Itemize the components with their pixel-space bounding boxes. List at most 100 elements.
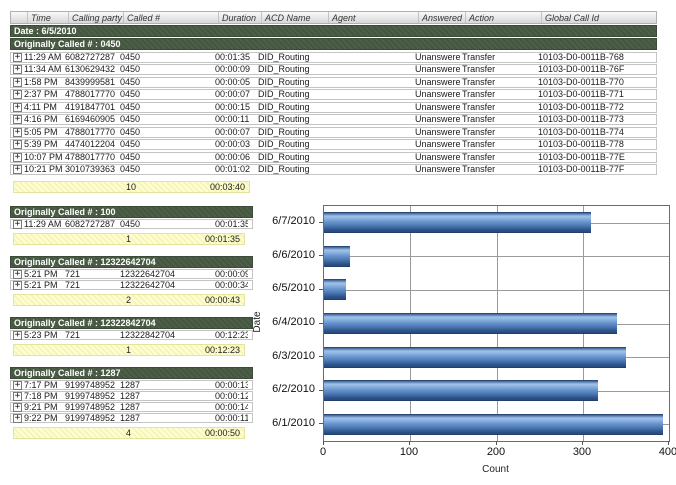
column-header-answered[interactable]: Answered bbox=[419, 12, 466, 23]
chart-xtick-mark bbox=[668, 441, 669, 445]
expand-row-button[interactable]: + bbox=[13, 126, 22, 137]
expand-row-button[interactable]: + bbox=[13, 329, 22, 340]
summary-duration: 00:03:40 bbox=[209, 181, 245, 192]
expand-row-button[interactable]: + bbox=[13, 390, 22, 401]
expand-row-button[interactable]: + bbox=[13, 379, 22, 390]
column-header-row: Time Calling party # Called # Duration ACD N… bbox=[10, 11, 657, 24]
cell-time: 11:29 AM bbox=[24, 51, 62, 62]
chart-ytick-mark bbox=[319, 323, 323, 324]
expand-row-button[interactable]: + bbox=[13, 139, 22, 149]
cell-called: 1287 bbox=[120, 413, 141, 423]
cell-time: 7:18 PM bbox=[24, 391, 58, 401]
cell-action: Transfer bbox=[462, 151, 496, 162]
expand-row-button[interactable]: + bbox=[13, 76, 22, 87]
chart-bar bbox=[324, 279, 346, 300]
cell-time: 1:58 PM bbox=[24, 76, 58, 87]
table-row: +4:16 PM 6169460905 0450 00:00:11 DID_Routin… bbox=[10, 114, 657, 125]
chart-bar bbox=[324, 380, 598, 401]
chart-ytick-label: 6/1/2010 bbox=[272, 417, 315, 429]
cell-called: 0450 bbox=[120, 219, 141, 229]
column-header-time[interactable]: Time bbox=[28, 12, 69, 23]
column-header-called-[interactable]: Called # bbox=[124, 12, 219, 23]
expand-row-button[interactable]: + bbox=[13, 401, 22, 412]
cell-duration: 00:00:05 bbox=[215, 76, 251, 87]
table-row: +9:21 PM 9199748952 1287 00:00:14 bbox=[10, 402, 253, 412]
table-row: +1:58 PM 8439999581 0450 00:00:05 DID_Routin… bbox=[10, 76, 657, 88]
cell-calling-party: 6082727287 bbox=[65, 51, 116, 62]
cell-duration: 00:00:09 bbox=[215, 269, 248, 279]
expand-row-button[interactable]: + bbox=[13, 64, 22, 74]
table-row: +5:39 PM 4474012204 0450 00:00:03 DID_Routin… bbox=[10, 139, 657, 150]
group-header: Originally Called # : 1287 bbox=[10, 367, 253, 379]
cell-calling-party: 9199748952 bbox=[65, 402, 116, 412]
cell-duration: 00:00:34 bbox=[215, 280, 248, 290]
expand-row-button[interactable]: + bbox=[13, 114, 22, 124]
expand-row-button[interactable]: + bbox=[13, 101, 22, 112]
cell-called: 0450 bbox=[120, 151, 141, 162]
cell-calling-party: 4474012204 bbox=[65, 139, 116, 149]
chart-gridline-horizontal bbox=[324, 256, 669, 257]
cell-time: 5:21 PM bbox=[24, 269, 58, 279]
cell-time: 4:16 PM bbox=[24, 114, 58, 124]
expand-row-button[interactable]: + bbox=[13, 89, 22, 99]
cell-global-call-id: 10103-D0-0011B-773 bbox=[538, 114, 624, 124]
chart-xtick-label: 200 bbox=[486, 446, 506, 458]
cell-duration: 00:00:09 bbox=[215, 64, 251, 74]
cell-acd-name: DID_Routing bbox=[258, 151, 310, 162]
expand-row-button[interactable]: + bbox=[13, 51, 22, 62]
cell-time: 11:34 AM bbox=[24, 64, 62, 74]
called-group-header: Originally Called # : 0450 bbox=[10, 38, 657, 50]
table-row: +11:34 AM 6130629432 0450 00:00:09 DID_Routi… bbox=[10, 64, 657, 75]
cell-duration: 00:00:07 bbox=[215, 126, 251, 137]
summary-row: 4 00:00:50 bbox=[13, 427, 245, 439]
column-header-action[interactable]: Action bbox=[466, 12, 542, 23]
chart-ytick-label: 6/5/2010 bbox=[272, 282, 315, 294]
column-header-agent[interactable]: Agent bbox=[329, 12, 419, 23]
column-header-acd-name[interactable]: ACD Name bbox=[262, 12, 329, 23]
cell-called: 12322642704 bbox=[120, 280, 176, 290]
cell-duration: 00:12:23 bbox=[215, 330, 248, 340]
cell-called: 0450 bbox=[120, 164, 141, 174]
cell-answered: Unanswered bbox=[415, 151, 460, 162]
chart-xtick-label: 300 bbox=[572, 446, 592, 458]
cell-time: 9:22 PM bbox=[24, 413, 58, 423]
cell-duration: 00:00:07 bbox=[215, 89, 251, 99]
chart-bar bbox=[324, 246, 350, 267]
cell-duration: 00:00:11 bbox=[215, 413, 248, 423]
cell-called: 0450 bbox=[120, 114, 141, 124]
cell-time: 10:07 PM bbox=[24, 151, 63, 162]
cell-calling-party: 721 bbox=[65, 269, 81, 279]
column-header-global-call-id[interactable]: Global Call Id bbox=[545, 13, 600, 23]
expand-row-button[interactable]: + bbox=[13, 218, 22, 229]
expand-row-button[interactable]: + bbox=[13, 412, 22, 423]
chart-xtick-mark bbox=[323, 441, 324, 445]
chart-xtick-mark bbox=[496, 441, 497, 445]
summary-duration: 00:01:35 bbox=[204, 234, 240, 244]
summary-row: 1 00:01:35 bbox=[13, 233, 245, 245]
cell-time: 5:39 PM bbox=[24, 139, 58, 149]
cell-global-call-id: 10103-D0-0011B-770 bbox=[538, 76, 624, 87]
chart-ytick-mark bbox=[319, 255, 323, 256]
chart-ytick-label: 6/3/2010 bbox=[272, 350, 315, 362]
table-row: +4:11 PM 4191847701 0450 00:00:15 DID_Routin… bbox=[10, 101, 657, 113]
column-header-calling-party-[interactable]: Calling party # bbox=[69, 12, 124, 23]
summary-duration: 00:00:50 bbox=[204, 428, 240, 438]
chart-xtick-label: 400 bbox=[658, 446, 676, 458]
cell-called: 12322642704 bbox=[120, 269, 176, 279]
cell-answered: Unanswered bbox=[415, 126, 460, 137]
expand-row-button[interactable]: + bbox=[13, 279, 22, 290]
column-header-duration[interactable]: Duration bbox=[219, 12, 262, 23]
cell-calling-party: 721 bbox=[65, 330, 81, 340]
call-report-table: Time Calling party # Called # Duration ACD N… bbox=[10, 11, 657, 193]
cell-time: 11:29 AM bbox=[24, 219, 62, 229]
expand-row-button[interactable]: + bbox=[13, 151, 22, 162]
call-group-section: Originally Called # : 100 +11:29 AM 608272… bbox=[10, 206, 253, 245]
expand-row-button[interactable]: + bbox=[13, 268, 22, 279]
cell-acd-name: DID_Routing bbox=[258, 89, 310, 99]
expand-row-button[interactable]: + bbox=[13, 164, 22, 174]
chart-xtick-mark bbox=[582, 441, 583, 445]
cell-global-call-id: 10103-D0-0011B-774 bbox=[538, 126, 624, 137]
cell-called: 1287 bbox=[120, 402, 141, 412]
cell-called: 1287 bbox=[120, 380, 141, 390]
chart-ytick-mark bbox=[319, 356, 323, 357]
